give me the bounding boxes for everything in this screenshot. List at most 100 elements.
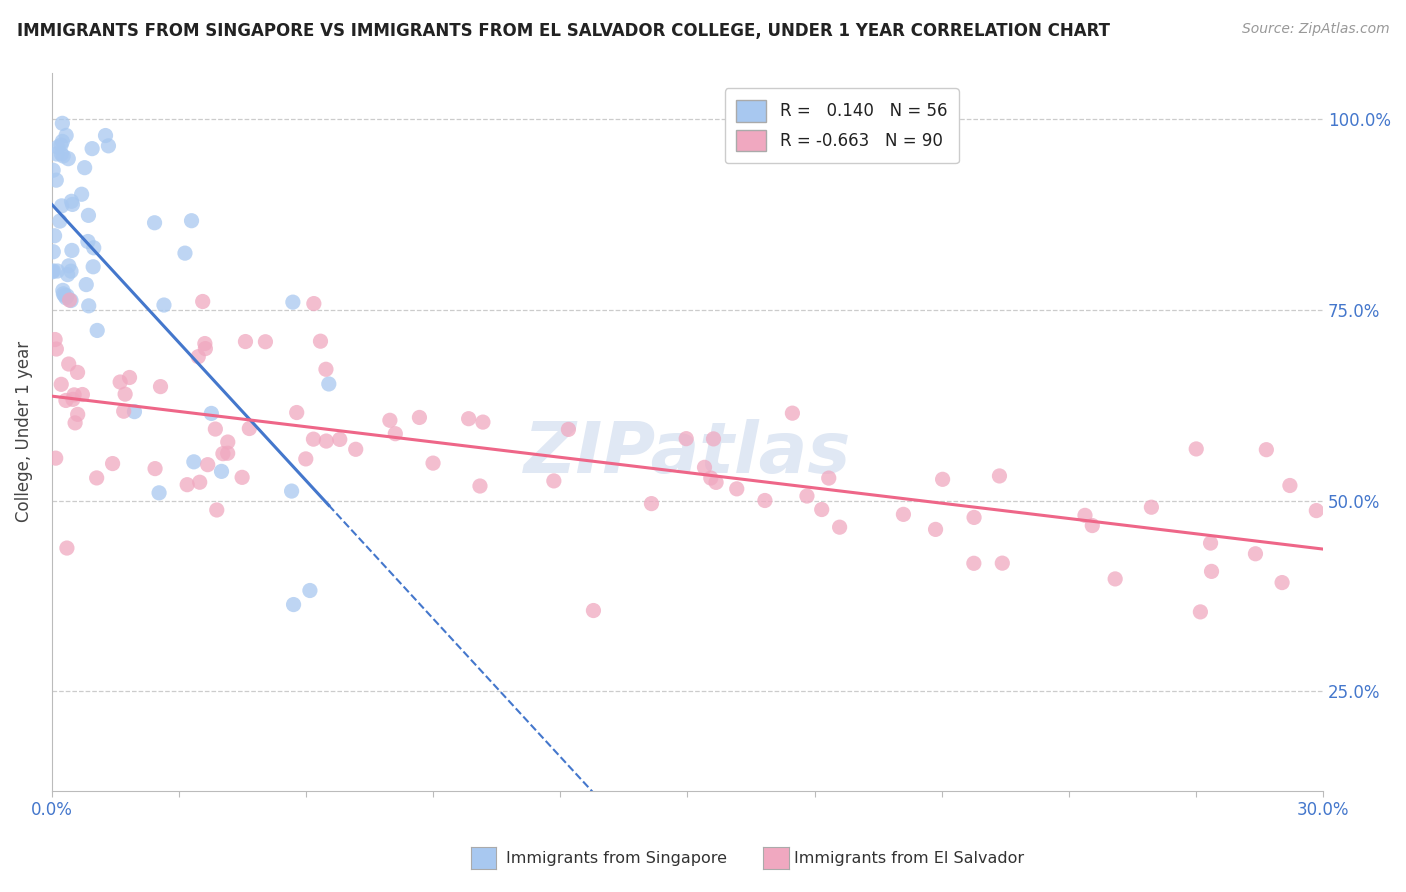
Point bbox=[782, 406, 804, 420]
Text: Immigrants from Singapore: Immigrants from Singapore bbox=[506, 851, 727, 865]
Point bbox=[56, 289, 79, 303]
Point bbox=[1185, 442, 1208, 456]
Point bbox=[51, 377, 73, 392]
Point bbox=[97, 138, 120, 153]
Point bbox=[72, 387, 94, 401]
Point bbox=[238, 421, 260, 435]
Point bbox=[55, 291, 77, 305]
Point bbox=[45, 342, 67, 356]
Point bbox=[194, 342, 217, 356]
Point bbox=[217, 446, 239, 460]
Point bbox=[640, 497, 662, 511]
Point bbox=[60, 244, 83, 258]
Point bbox=[231, 470, 253, 484]
Point bbox=[235, 334, 257, 349]
Point bbox=[991, 556, 1014, 570]
Point bbox=[45, 451, 67, 466]
Point bbox=[56, 541, 79, 555]
Point bbox=[893, 508, 915, 522]
Point bbox=[408, 410, 430, 425]
Point bbox=[58, 259, 80, 273]
Y-axis label: College, Under 1 year: College, Under 1 year bbox=[15, 342, 32, 523]
Point bbox=[204, 422, 226, 436]
Point bbox=[41, 265, 63, 279]
Point bbox=[828, 520, 851, 534]
Point bbox=[810, 502, 832, 516]
Point bbox=[51, 134, 73, 148]
Point bbox=[75, 277, 97, 292]
Point bbox=[94, 128, 117, 143]
Point bbox=[704, 475, 727, 490]
Point bbox=[188, 475, 211, 490]
Point bbox=[1244, 547, 1267, 561]
Point bbox=[422, 456, 444, 470]
Point bbox=[52, 149, 75, 163]
Point bbox=[58, 293, 80, 307]
Point bbox=[112, 404, 135, 418]
Point bbox=[63, 388, 86, 402]
Point bbox=[66, 408, 89, 422]
Point bbox=[254, 334, 277, 349]
Point bbox=[318, 376, 340, 391]
Point bbox=[42, 244, 65, 259]
Point bbox=[45, 147, 67, 161]
Point bbox=[302, 432, 325, 446]
Point bbox=[294, 451, 316, 466]
Point bbox=[315, 362, 337, 376]
Point bbox=[180, 213, 202, 227]
Point bbox=[42, 264, 65, 278]
Point bbox=[1074, 508, 1097, 523]
Point bbox=[1140, 500, 1163, 515]
Text: IMMIGRANTS FROM SINGAPORE VS IMMIGRANTS FROM EL SALVADOR COLLEGE, UNDER 1 YEAR C: IMMIGRANTS FROM SINGAPORE VS IMMIGRANTS … bbox=[17, 22, 1109, 40]
Point bbox=[1305, 503, 1327, 517]
Point bbox=[45, 173, 67, 187]
Point bbox=[1199, 536, 1222, 550]
Point bbox=[66, 365, 89, 379]
Point bbox=[285, 405, 308, 419]
Point bbox=[183, 455, 205, 469]
Point bbox=[77, 235, 100, 249]
Point bbox=[62, 197, 84, 211]
Point bbox=[191, 294, 214, 309]
Point bbox=[114, 387, 136, 401]
Point bbox=[44, 228, 66, 243]
Point bbox=[51, 147, 73, 161]
Point bbox=[1189, 605, 1212, 619]
Point bbox=[194, 336, 217, 351]
Point bbox=[52, 284, 75, 298]
Point bbox=[143, 216, 166, 230]
Point bbox=[924, 522, 946, 536]
Point bbox=[55, 128, 77, 143]
Point bbox=[118, 370, 141, 384]
Point bbox=[457, 411, 479, 425]
Point bbox=[149, 379, 172, 393]
Point bbox=[108, 375, 131, 389]
Point bbox=[148, 486, 170, 500]
Point bbox=[384, 426, 406, 441]
Point bbox=[1256, 442, 1278, 457]
Point bbox=[124, 404, 146, 418]
Point bbox=[53, 288, 76, 302]
Point bbox=[62, 392, 84, 407]
Point bbox=[329, 433, 352, 447]
Point bbox=[1278, 478, 1301, 492]
Point bbox=[725, 482, 748, 496]
Point bbox=[101, 457, 124, 471]
Point bbox=[70, 187, 93, 202]
Point bbox=[197, 458, 219, 472]
Point bbox=[1271, 575, 1294, 590]
Text: Immigrants from El Salvador: Immigrants from El Salvador bbox=[794, 851, 1025, 865]
Point bbox=[931, 472, 953, 486]
Point bbox=[58, 357, 80, 371]
Point bbox=[468, 479, 491, 493]
Point bbox=[52, 286, 75, 301]
Point bbox=[302, 296, 325, 310]
Point bbox=[77, 299, 100, 313]
Point bbox=[44, 333, 66, 347]
Point bbox=[283, 598, 305, 612]
Point bbox=[315, 434, 337, 448]
Point bbox=[60, 194, 83, 209]
Point bbox=[796, 489, 818, 503]
Point bbox=[344, 442, 367, 457]
Text: Source: ZipAtlas.com: Source: ZipAtlas.com bbox=[1241, 22, 1389, 37]
